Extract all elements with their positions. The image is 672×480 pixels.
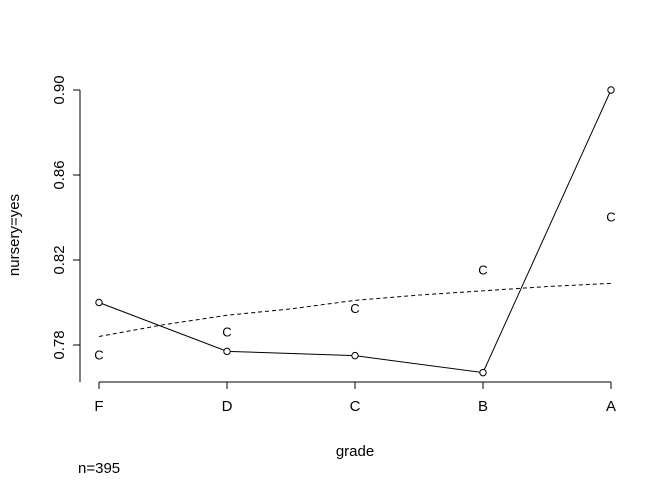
sample-size-note: n=395 <box>78 460 120 477</box>
data-point-circle <box>351 351 359 360</box>
y-axis-label: nursery=yes <box>6 194 23 276</box>
data-point-circle <box>479 368 487 377</box>
letter-marker: C <box>606 210 615 225</box>
y-tick-label: 0.82 <box>51 245 68 274</box>
y-tick-label: 0.78 <box>51 330 68 359</box>
data-point-circle <box>95 298 103 307</box>
x-tick-label: B <box>478 398 488 415</box>
x-axis-label: grade <box>336 443 374 460</box>
smooth-trend-line <box>98 282 612 337</box>
series-layer: C C C C C <box>94 86 616 377</box>
series-line <box>98 89 612 374</box>
y-tick-label: 0.90 <box>51 75 68 104</box>
y-tick-label: 0.86 <box>51 160 68 189</box>
data-point-circle <box>607 86 615 94</box>
x-tick-label: F <box>94 398 103 415</box>
x-tick-label: C <box>350 398 361 415</box>
x-tick-label: D <box>222 398 233 415</box>
y-axis: 0.78 0.82 0.86 0.90 <box>51 75 81 383</box>
x-tick-label: A <box>606 398 616 415</box>
data-point-circle <box>223 347 231 356</box>
letter-marker: C <box>222 324 231 339</box>
letter-marker: C <box>478 263 487 278</box>
letter-marker: C <box>350 301 359 316</box>
letter-marker: C <box>94 348 103 363</box>
